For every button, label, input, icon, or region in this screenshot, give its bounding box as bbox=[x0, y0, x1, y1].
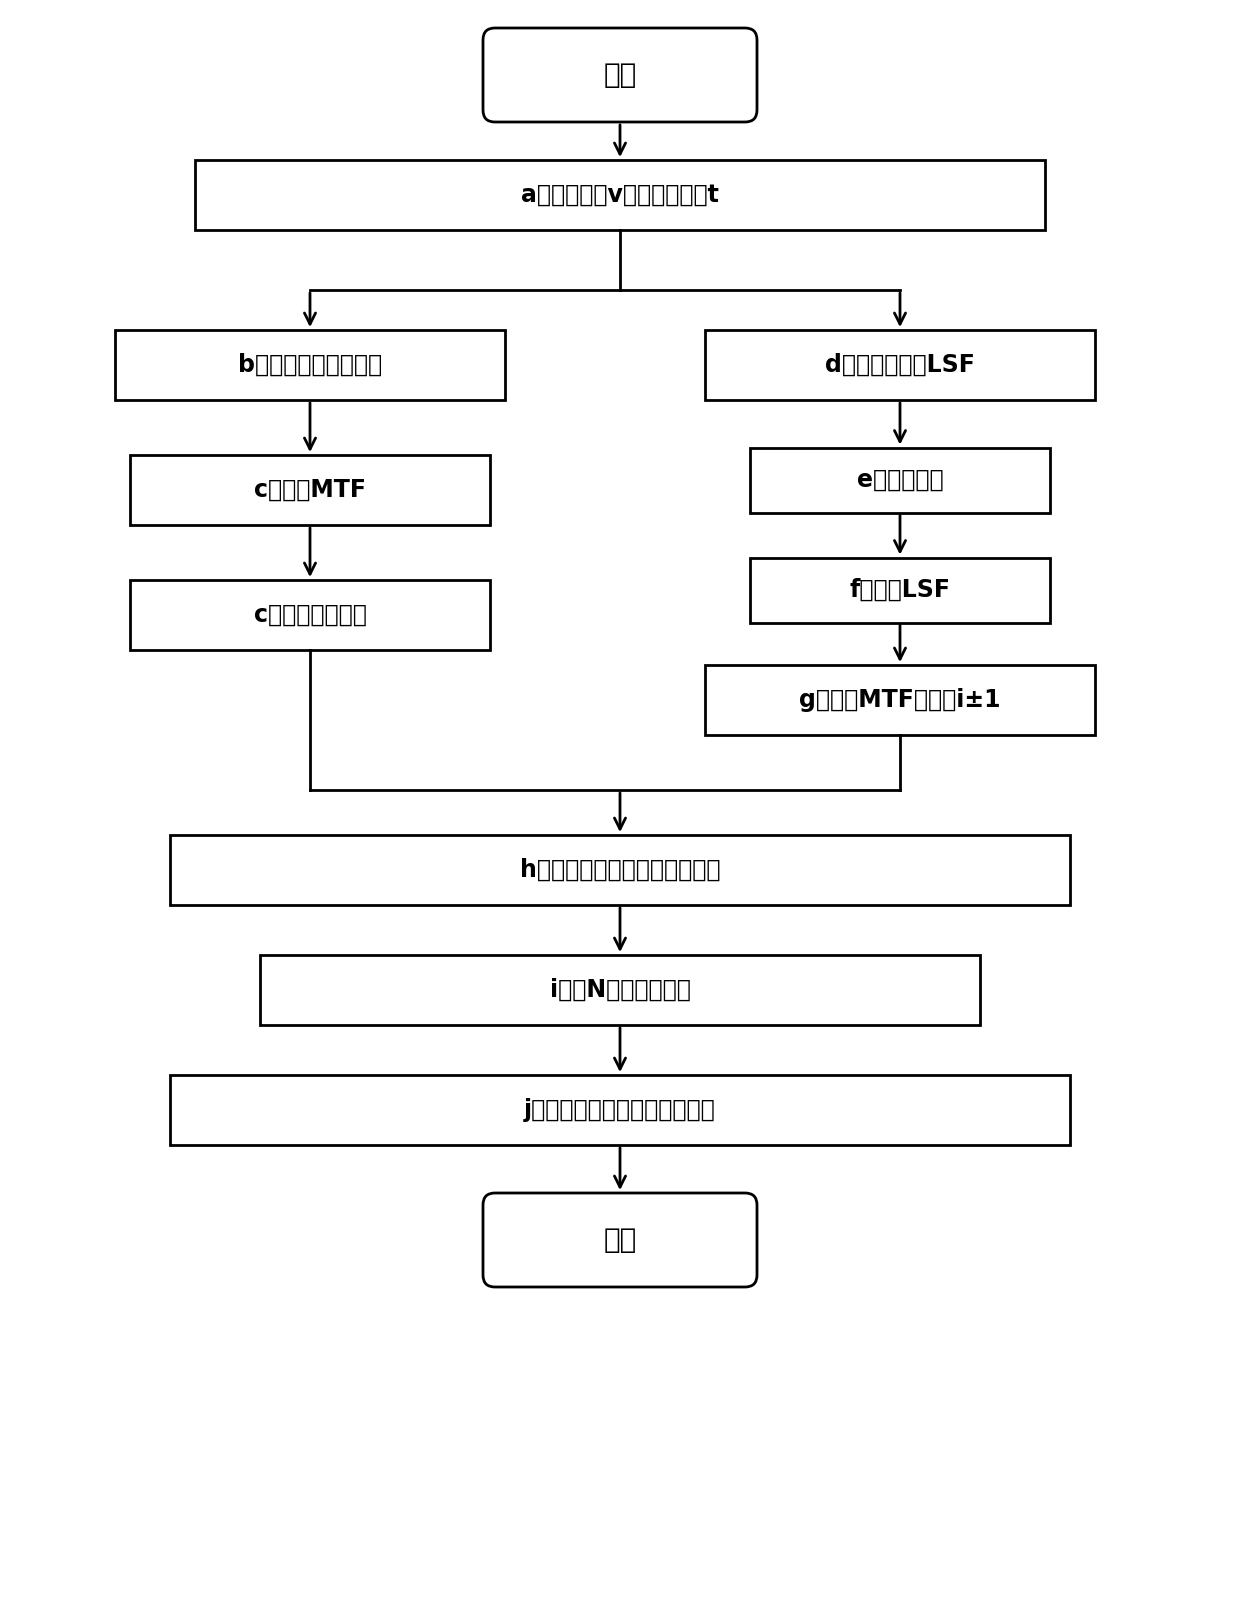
Text: g、实际MTF及序号i±1: g、实际MTF及序号i±1 bbox=[800, 688, 1001, 712]
Bar bbox=[170, 835, 1070, 904]
Bar bbox=[750, 448, 1050, 513]
Text: a、设定目标v，图像传感器t: a、设定目标v，图像传感器t bbox=[521, 183, 719, 207]
Text: c、理论截止频率: c、理论截止频率 bbox=[253, 604, 367, 628]
Text: f、修正LSF: f、修正LSF bbox=[849, 578, 951, 602]
FancyBboxPatch shape bbox=[484, 28, 756, 121]
Bar bbox=[260, 955, 980, 1024]
Text: i、取N个像素间距值: i、取N个像素间距值 bbox=[549, 977, 691, 1002]
Bar bbox=[750, 558, 1050, 623]
Bar bbox=[195, 160, 1045, 230]
Bar bbox=[170, 1074, 1070, 1146]
Text: e、找到阈值: e、找到阈值 bbox=[857, 468, 944, 492]
Bar bbox=[706, 330, 1095, 400]
Text: c、理论MTF: c、理论MTF bbox=[254, 477, 366, 502]
Text: b、点目标像理论位移: b、点目标像理论位移 bbox=[238, 353, 382, 377]
Bar bbox=[130, 455, 490, 524]
Text: j、利用搜索算法求解像素间距: j、利用搜索算法求解像素间距 bbox=[525, 1099, 715, 1121]
FancyBboxPatch shape bbox=[484, 1192, 756, 1286]
Text: d、成像并提取LSF: d、成像并提取LSF bbox=[825, 353, 975, 377]
Bar bbox=[130, 579, 490, 650]
Bar bbox=[115, 330, 505, 400]
Text: 结束: 结束 bbox=[604, 1226, 636, 1254]
Text: h、计算得到像素间距取值范围: h、计算得到像素间距取值范围 bbox=[520, 858, 720, 882]
Bar bbox=[706, 665, 1095, 735]
Text: 开始: 开始 bbox=[604, 61, 636, 89]
